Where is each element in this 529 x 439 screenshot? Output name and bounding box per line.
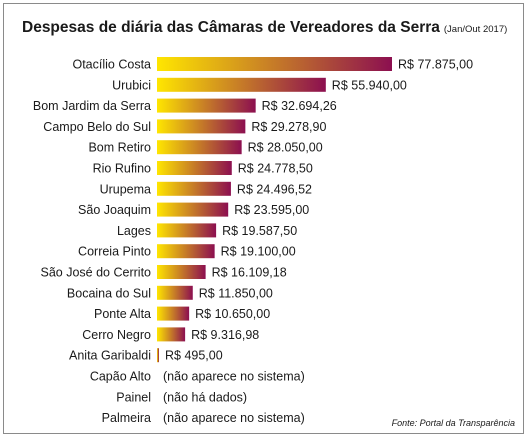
chart-title-main: Despesas de diária das Câmaras de Veread…: [22, 19, 440, 36]
bar: [157, 140, 242, 155]
note-label: (não há dados): [163, 390, 247, 404]
category-label: São José do Cerrito: [41, 266, 152, 280]
note-label: (não aparece no sistema): [163, 411, 305, 425]
value-label: R$ 24.496,52: [237, 182, 312, 196]
chart-frame: [3, 3, 524, 434]
category-label: Palmeira: [102, 411, 151, 425]
bar: [157, 181, 231, 196]
value-label: R$ 24.778,50: [238, 162, 313, 176]
category-label: Anita Garibaldi: [69, 349, 151, 363]
category-label: Bom Jardim da Serra: [33, 99, 151, 113]
bar: [157, 223, 217, 238]
bar: [157, 202, 229, 217]
value-label: R$ 19.587,50: [222, 224, 297, 238]
category-label: São Joaquim: [78, 203, 151, 217]
bar: [157, 327, 186, 342]
bar: [157, 119, 246, 134]
value-label: R$ 11.850,00: [199, 286, 273, 300]
value-label: R$ 9.316,98: [191, 328, 259, 342]
value-label: R$ 32.694,26: [262, 99, 337, 113]
category-label: Urupema: [100, 182, 151, 196]
source-note: Fonte: Portal da Transparência: [391, 418, 515, 428]
bar: [157, 265, 206, 279]
bar: [157, 98, 256, 113]
category-label: Correia Pinto: [78, 245, 151, 259]
category-label: Campo Belo do Sul: [43, 120, 151, 134]
chart-subtitle: (Jan/Out 2017): [443, 24, 508, 35]
value-label: R$ 16.109,18: [212, 266, 287, 280]
bar: [157, 244, 215, 259]
category-label: Urubici: [112, 78, 151, 92]
bar: [157, 306, 190, 321]
value-label: R$ 77.875,00: [398, 58, 473, 72]
category-label: Cerro Negro: [82, 328, 151, 342]
value-label: R$ 55.940,00: [332, 78, 407, 92]
category-label: Otacílio Costa: [72, 58, 151, 72]
category-label: Bom Retiro: [88, 141, 151, 155]
category-label: Capão Alto: [90, 370, 151, 384]
category-label: Bocaina do Sul: [67, 286, 151, 300]
value-label: R$ 10.650,00: [195, 307, 270, 321]
value-label: R$ 495,00: [165, 349, 223, 363]
bar: [157, 348, 159, 363]
bar: [157, 77, 326, 92]
category-label: Painel: [116, 390, 151, 404]
value-label: R$ 23.595,00: [234, 203, 309, 217]
bar: [157, 161, 232, 175]
value-label: R$ 29.278,90: [251, 120, 326, 134]
category-label: Ponte Alta: [94, 307, 151, 321]
bar: [157, 285, 193, 300]
category-label: Rio Rufino: [93, 162, 151, 176]
value-label: R$ 19.100,00: [221, 245, 296, 259]
bar: [157, 57, 392, 71]
chart-title: Despesas de diária das Câmaras de Veread…: [22, 19, 507, 37]
note-label: (não aparece no sistema): [163, 370, 305, 384]
category-label: Lages: [117, 224, 151, 238]
value-label: R$ 28.050,00: [248, 141, 323, 155]
